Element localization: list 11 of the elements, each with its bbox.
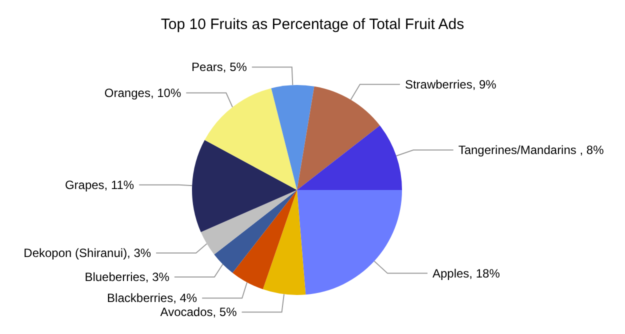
slice-label: Avocados, 5% — [160, 305, 238, 320]
slice-label: Oranges, 10% — [104, 86, 182, 100]
slice-label: Dekopon (Shiranui), 3% — [24, 246, 152, 260]
slice-label: Grapes, 11% — [64, 178, 134, 192]
slice-label: Blackberries, 4% — [107, 291, 198, 306]
slice-label: Pears, 5% — [192, 60, 248, 74]
slice-label: Blueberries, 3% — [84, 270, 170, 284]
chart-title: Top 10 Fruits as Percentage of Total Fruit Ads — [160, 16, 464, 33]
slice-label: Strawberries, 9% — [404, 77, 497, 92]
slice-label: Tangerines/Mandarins , 8% — [458, 143, 604, 158]
slice-label: Apples, 18% — [432, 266, 500, 280]
